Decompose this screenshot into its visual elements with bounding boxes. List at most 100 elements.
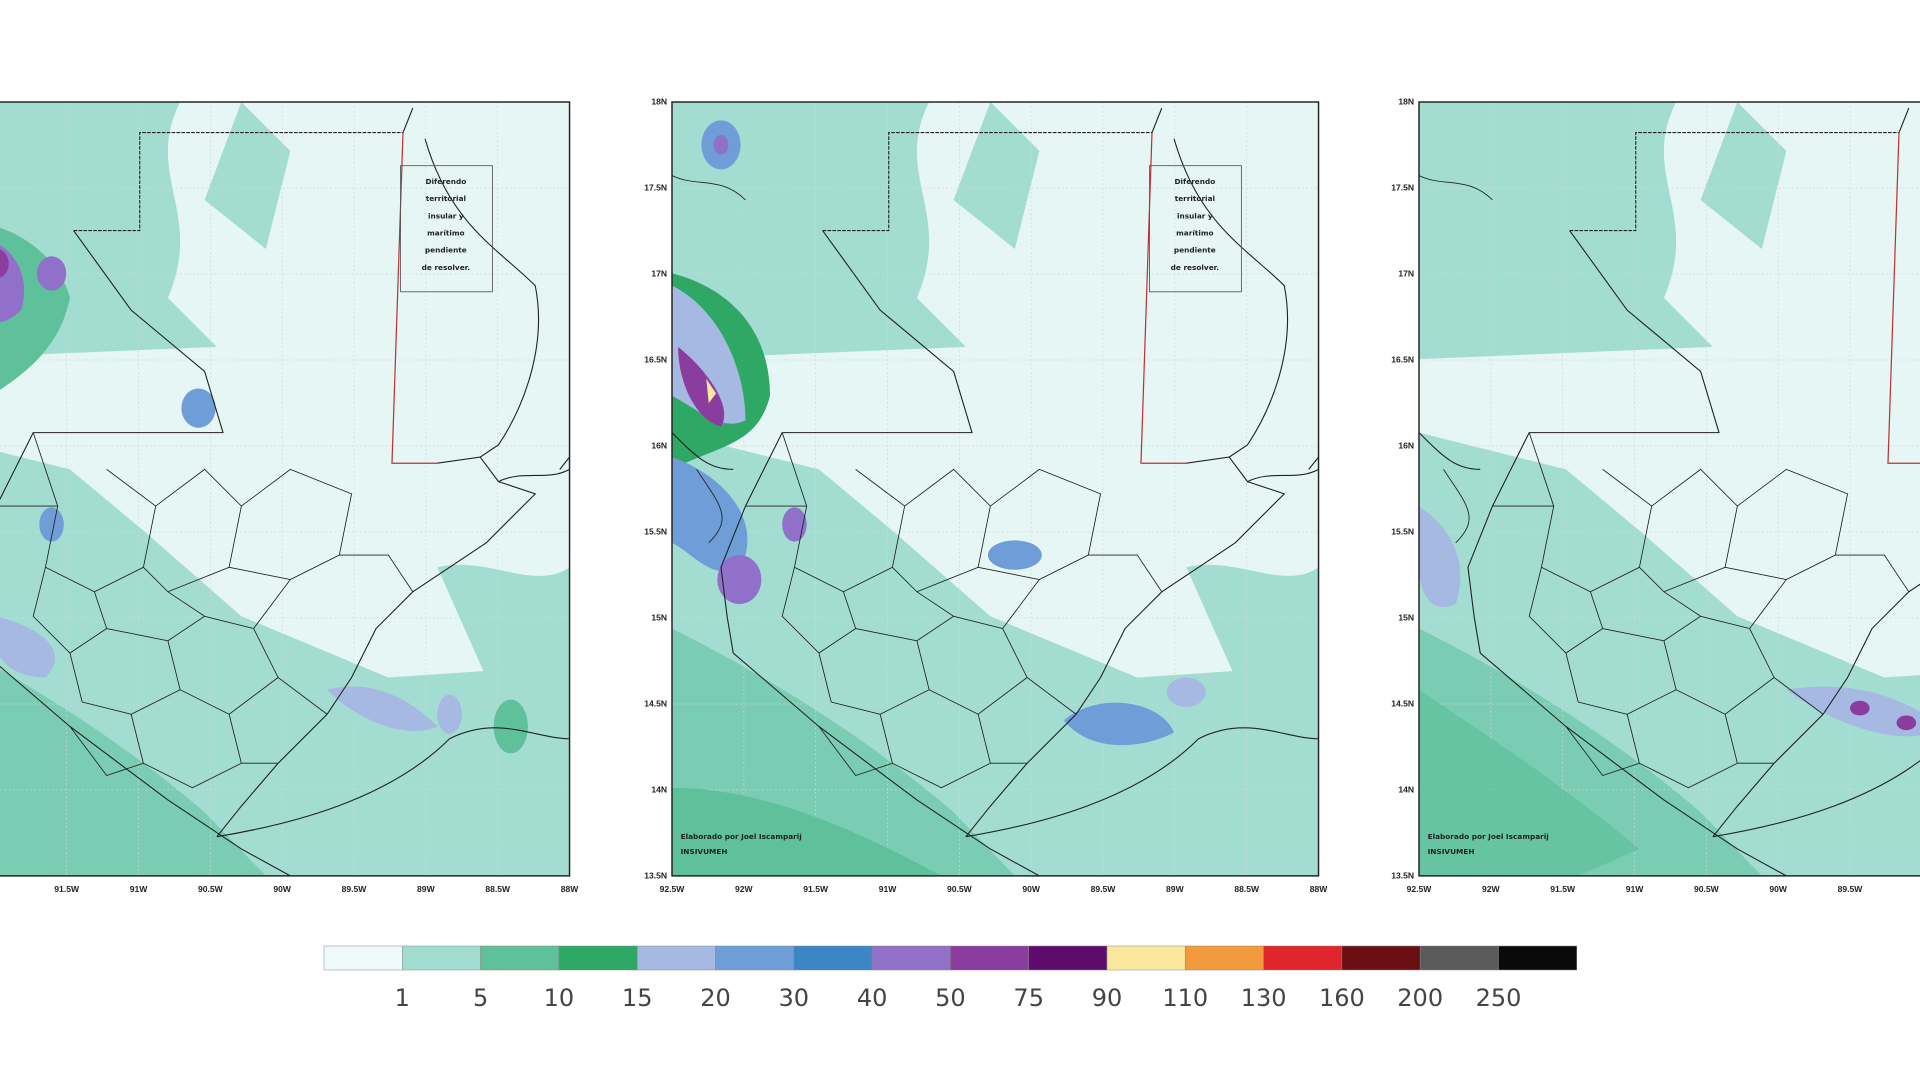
map-area (672, 102, 1319, 876)
x-tick-label: 90W (1769, 884, 1788, 894)
colorbar-cell (1498, 945, 1578, 971)
note-text: insular y (1177, 211, 1213, 220)
y-tick-label: 14N (1398, 784, 1414, 794)
x-tick-label: 89.5W (1838, 884, 1864, 894)
x-tick-label: 91.5W (54, 884, 80, 894)
map-panel: 91.5W 91W 90.5W 90W 89.5W 89W 88.5W 88W Diferend… (0, 101, 580, 894)
colorbar-cell (1263, 945, 1343, 971)
y-tick-label: 14.5N (644, 698, 667, 708)
note-text: marítimo (427, 228, 464, 237)
colorbar-cell (793, 945, 873, 971)
credit-text: INSIVUMEH (1428, 847, 1475, 856)
note-box (400, 165, 493, 293)
x-tick-label: 92W (735, 884, 754, 894)
x-tick-label: 88.5W (1234, 884, 1260, 894)
colorbar-label: 15 (622, 984, 653, 1012)
colorbar-label: 110 (1162, 984, 1208, 1012)
y-tick-label: 14N (651, 784, 667, 794)
note-text: insular y (428, 211, 464, 220)
note-text: territorial (426, 194, 466, 203)
x-tick-label: 91.5W (803, 884, 829, 894)
colorbar-label: 20 (700, 984, 731, 1012)
x-tick-label: 92W (1482, 884, 1501, 894)
y-tick-label: 13.5N (644, 870, 667, 880)
colorbar-label: 200 (1397, 984, 1443, 1012)
map-base (672, 102, 1319, 876)
note-text: de resolver. (422, 263, 471, 272)
note-text: pendiente (425, 246, 467, 255)
y-tick-label: 17N (1398, 268, 1414, 278)
colorbar-cell (1341, 945, 1421, 971)
colorbar-cell (402, 945, 481, 971)
x-tick-label: 89W (1166, 884, 1185, 894)
colorbar-cell (715, 945, 795, 971)
note-text: Diferendo (425, 177, 466, 186)
note-box (1149, 165, 1242, 293)
map-area (1419, 102, 1920, 876)
credit-text: Elaborado por Joel Iscamparij (681, 832, 802, 841)
x-tick-label: 88W (561, 884, 580, 894)
x-tick-label: 89.5W (1091, 884, 1117, 894)
y-tick-label: 16N (651, 440, 667, 450)
note-text: Diferendo (1174, 177, 1215, 186)
note-text: marítimo (1176, 228, 1213, 237)
x-tick-label: 90W (273, 884, 292, 894)
y-tick-label: 16N (1398, 440, 1414, 450)
colorbar-label: 250 (1476, 984, 1522, 1012)
map-panels: 91.5W 91W 90.5W 90W 89.5W 89W 88.5W 88W Diferend… (0, 96, 1920, 894)
y-tick-label: 16.5N (644, 354, 667, 364)
y-tick-label: 14.5N (1391, 698, 1414, 708)
note-text: pendiente (1174, 246, 1216, 255)
y-tick-label: 15.5N (1391, 526, 1414, 536)
y-tick-label: 17.5N (1391, 182, 1414, 192)
colorbar-label: 10 (544, 984, 575, 1012)
map-frame (0, 101, 571, 877)
colorbar-cell (871, 945, 951, 971)
x-tick-label: 91.5W (1550, 884, 1576, 894)
map-area (0, 102, 570, 876)
colorbar-cell (636, 945, 716, 971)
colorbar-cell (1419, 945, 1499, 971)
colorbar-label: 50 (935, 984, 966, 1012)
colorbar-label: 130 (1241, 984, 1287, 1012)
x-tick-label: 88.5W (485, 884, 511, 894)
colorbar-cell (480, 945, 560, 971)
y-tick-label: 13.5N (1391, 870, 1414, 880)
x-tick-label: 90.5W (198, 884, 224, 894)
x-tick-label: 89.5W (342, 884, 368, 894)
colorbar-label: 160 (1319, 984, 1365, 1012)
y-tick-label: 17.5N (644, 182, 667, 192)
map-panel: 92.5W 92W 91.5W 91W 90.5W 90W 89.5W 18N 17.5N 17N… (1391, 96, 1920, 894)
colorbar-cell (950, 945, 1029, 971)
colorbar-label: 5 (473, 984, 488, 1012)
colorbar-label: 40 (857, 984, 888, 1012)
x-tick-label: 90.5W (947, 884, 973, 894)
x-tick-label: 91W (1626, 884, 1645, 894)
y-tick-label: 15N (651, 612, 667, 622)
note-text: territorial (1175, 194, 1215, 203)
x-tick-label: 90.5W (1694, 884, 1720, 894)
y-tick-label: 18N (651, 96, 667, 106)
y-tick-label: 15N (1398, 612, 1414, 622)
y-tick-label: 16.5N (1391, 354, 1414, 364)
map-base (0, 102, 570, 876)
map-panel: 92.5W 92W 91.5W 91W 90.5W 90W 89.5W 89W 88.5W 88W… (644, 96, 1328, 893)
note-text: de resolver. (1171, 263, 1220, 272)
y-tick-label: 17N (651, 268, 667, 278)
colorbar-label: 30 (779, 984, 810, 1012)
colorbar-cell (1028, 945, 1108, 971)
y-tick-label: 18N (1398, 96, 1414, 106)
credit-text: INSIVUMEH (681, 847, 728, 856)
x-tick-label: 89W (417, 884, 436, 894)
x-tick-label: 92.5W (660, 884, 686, 894)
colorbar-cell (323, 945, 403, 971)
map-frame (1418, 101, 1920, 877)
credit-text: Elaborado por Joel Iscamparij (1428, 832, 1549, 841)
map-frame (671, 101, 1320, 877)
colorbar-label: 75 (1013, 984, 1044, 1012)
x-tick-label: 91W (130, 884, 149, 894)
y-tick-label: 15.5N (644, 526, 667, 536)
x-tick-label: 90W (1022, 884, 1041, 894)
